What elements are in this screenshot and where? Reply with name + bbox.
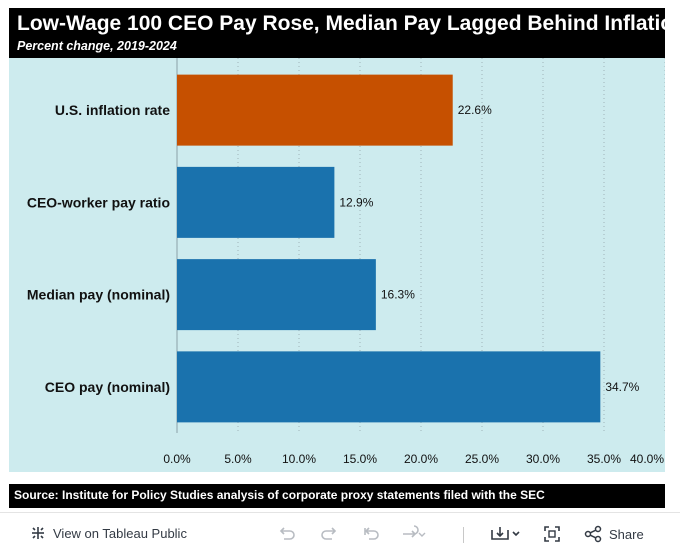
data-label: 22.6% [458,103,492,117]
category-label: Median pay (nominal) [27,287,170,303]
x-tick-label: 25.0% [465,452,499,466]
category-label: CEO-worker pay ratio [27,194,170,210]
share-icon [584,525,602,543]
x-tick-label: 0.0% [163,452,191,466]
x-tick-label: 40.0% [630,452,664,466]
fullscreen-button[interactable] [543,525,561,543]
redo-icon [320,525,338,543]
revert-button[interactable] [362,525,380,543]
data-label: 12.9% [339,195,373,209]
fullscreen-icon [543,525,561,543]
tableau-toolbar: View on Tableau Public Share [0,512,680,556]
data-label: 34.7% [605,380,639,394]
x-tick-label: 5.0% [224,452,252,466]
source-bar: Source: Institute for Policy Studies ana… [9,484,665,508]
x-tick-label: 35.0% [587,452,621,466]
view-on-tableau-button[interactable]: View on Tableau Public [30,525,187,541]
view-on-tableau-label: View on Tableau Public [53,525,187,541]
bar [177,259,376,331]
undo-button[interactable] [278,525,296,543]
category-label: CEO pay (nominal) [45,379,170,395]
download-icon [490,525,522,543]
x-tick-label: 10.0% [282,452,316,466]
refresh-button[interactable] [400,525,426,543]
undo-icon [278,525,296,543]
data-label: 16.3% [381,288,415,302]
tableau-logo-icon [30,525,46,541]
chart-title: Low-Wage 100 CEO Pay Rose, Median Pay La… [17,12,680,35]
category-label: U.S. inflation rate [55,102,170,118]
toolbar-divider [463,527,464,543]
bar [177,351,601,423]
refresh-icon [400,525,426,543]
bar [177,74,453,146]
x-tick-label: 15.0% [343,452,377,466]
share-button[interactable]: Share [584,525,644,543]
bar [177,166,335,238]
x-tick-label: 30.0% [526,452,560,466]
share-label: Share [609,526,644,542]
bar-chart: U.S. inflation rate 22.6% CEO-worker pay r… [27,58,665,466]
plot-area: U.S. inflation rate 22.6% CEO-worker pay r… [9,58,665,472]
source-note: Source: Institute for Policy Studies ana… [14,488,545,502]
revert-icon [362,525,380,543]
x-tick-label: 20.0% [404,452,438,466]
redo-button[interactable] [320,525,338,543]
download-button[interactable] [490,525,522,543]
title-bar: Low-Wage 100 CEO Pay Rose, Median Pay La… [9,8,680,58]
chart-subtitle: Percent change, 2019-2024 [17,39,177,53]
